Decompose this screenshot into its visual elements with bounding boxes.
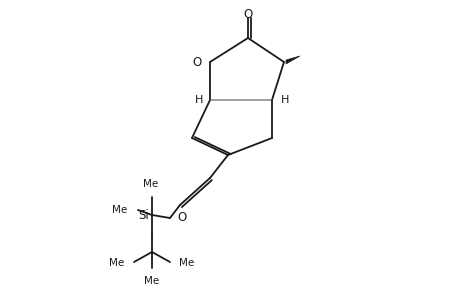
Text: Si: Si — [138, 209, 149, 223]
Text: H: H — [280, 95, 289, 105]
Text: Me: Me — [108, 258, 124, 268]
Text: H: H — [194, 95, 202, 105]
Text: Me: Me — [179, 258, 194, 268]
Text: O: O — [192, 56, 202, 68]
Text: O: O — [177, 212, 186, 224]
Text: Me: Me — [112, 205, 127, 215]
Text: Me: Me — [144, 276, 159, 286]
Polygon shape — [285, 56, 299, 64]
Text: O: O — [243, 8, 252, 20]
Text: Me: Me — [143, 179, 158, 189]
